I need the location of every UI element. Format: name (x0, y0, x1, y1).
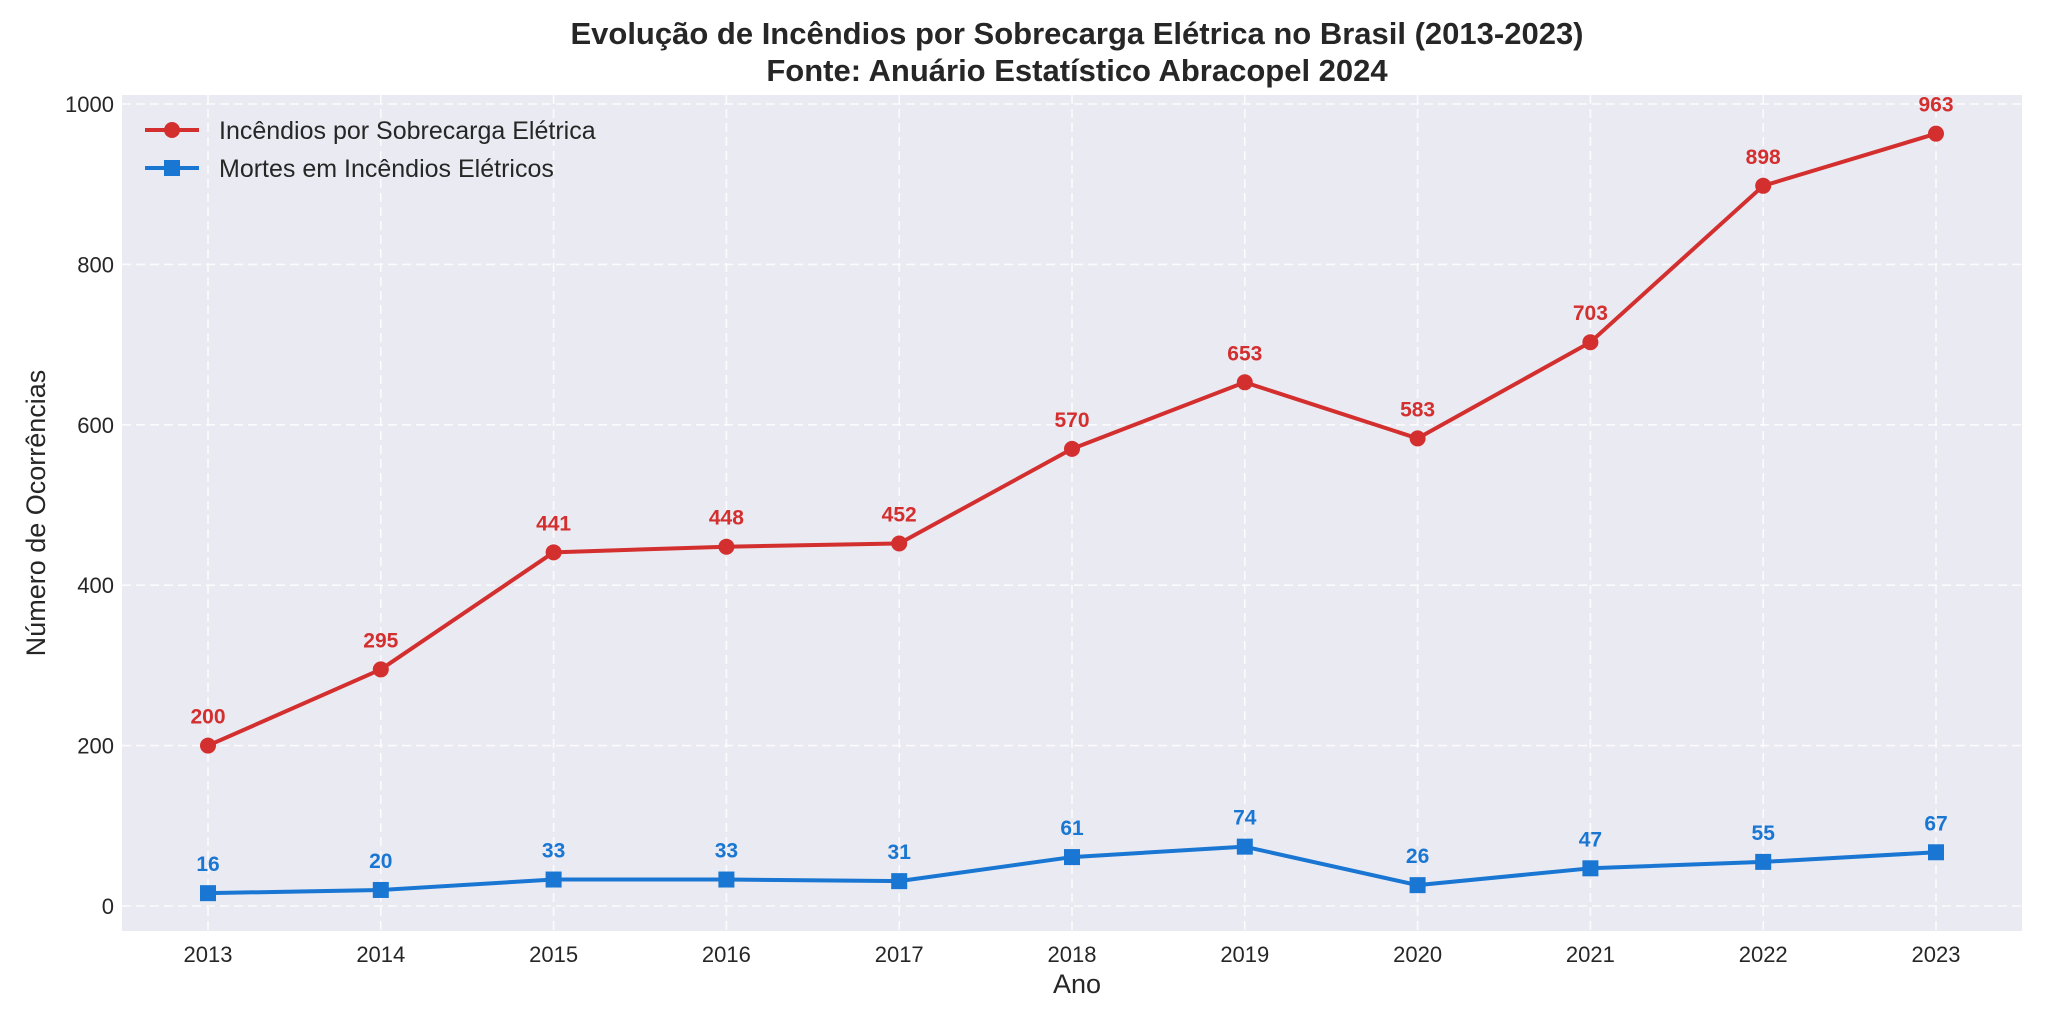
x-tick-label: 2023 (1912, 942, 1961, 967)
data-label: 67 (1924, 812, 1947, 835)
x-tick-label: 2017 (875, 942, 924, 967)
x-tick-label: 2013 (184, 942, 233, 967)
data-point[interactable] (200, 885, 216, 902)
data-label: 448 (709, 507, 744, 530)
data-label: 653 (1227, 342, 1262, 365)
legend-label-incendios: Incêndios por Sobrecarga Elétrica (219, 117, 596, 145)
data-label: 441 (536, 512, 571, 535)
data-label: 33 (542, 840, 565, 863)
x-tick-label: 2015 (529, 942, 578, 967)
data-point[interactable] (372, 661, 389, 678)
data-label: 33 (715, 840, 738, 863)
legend: Incêndios por Sobrecarga Elétrica Mortes… (145, 117, 596, 183)
y-tick-label: 400 (77, 573, 114, 598)
y-tick-label: 0 (102, 894, 114, 919)
data-label: 452 (882, 503, 917, 526)
data-point[interactable] (891, 535, 908, 552)
data-point[interactable] (545, 871, 562, 888)
square-marker-icon (164, 160, 180, 176)
y-axis-ticks: 0 200 400 600 800 1000 (65, 92, 114, 919)
grid (122, 95, 2022, 931)
data-point[interactable] (545, 544, 562, 561)
data-label: 61 (1060, 817, 1084, 840)
data-label: 55 (1752, 822, 1776, 845)
data-point[interactable] (1755, 177, 1772, 194)
data-point[interactable] (1582, 334, 1599, 351)
data-label: 47 (1579, 828, 1602, 851)
plot-area (122, 95, 2022, 931)
circle-marker-icon (164, 122, 180, 138)
y-tick-label: 200 (77, 734, 114, 759)
x-tick-label: 2016 (702, 942, 751, 967)
data-label: 16 (196, 853, 219, 876)
data-label: 295 (363, 629, 398, 652)
series-incendios: 200 295 441 448 452 570 653 583 703 898 963 (190, 94, 1954, 754)
data-label: 703 (1573, 302, 1608, 325)
x-tick-label: 2020 (1393, 942, 1442, 967)
data-label: 898 (1746, 146, 1781, 169)
data-label: 963 (1918, 94, 1953, 117)
data-point[interactable] (200, 737, 216, 754)
data-point[interactable] (372, 881, 389, 898)
legend-label-mortes: Mortes em Incêndios Elétricos (219, 155, 554, 183)
data-point[interactable] (1928, 844, 1944, 861)
x-tick-label: 2018 (1048, 942, 1097, 967)
x-axis-ticks: 2013 2014 2015 2016 2017 2018 2019 2020 2021 2022… (184, 942, 1961, 967)
legend-item-incendios[interactable]: Incêndios por Sobrecarga Elétrica (145, 117, 596, 145)
data-point[interactable] (1236, 374, 1253, 391)
data-point[interactable] (1064, 849, 1080, 866)
data-point[interactable] (1236, 838, 1253, 855)
data-label: 20 (369, 850, 392, 873)
y-tick-label: 800 (77, 252, 114, 277)
chart-subtitle: Fonte: Anuário Estatístico Abracopel 202… (766, 53, 1388, 88)
y-axis-label: Número de Ocorrências (21, 370, 51, 657)
data-point[interactable] (891, 873, 908, 890)
series-layer: 200 295 441 448 452 570 653 583 703 898 963 16 20 33 3… (190, 94, 1954, 902)
x-tick-label: 2014 (356, 942, 405, 967)
data-point[interactable] (1755, 853, 1772, 870)
data-label: 200 (190, 706, 225, 729)
series-mortes: 16 20 33 33 31 61 74 26 47 55 67 (196, 807, 1948, 902)
data-point[interactable] (718, 538, 735, 555)
data-label: 74 (1233, 807, 1257, 830)
data-point[interactable] (1928, 125, 1944, 142)
x-axis-label: Ano (1053, 969, 1101, 999)
chart-title: Evolução de Incêndios por Sobrecarga Elé… (570, 16, 1583, 51)
y-tick-label: 600 (77, 413, 114, 438)
data-point[interactable] (718, 871, 735, 888)
data-point[interactable] (1409, 430, 1426, 447)
data-point[interactable] (1064, 440, 1080, 457)
x-tick-label: 2021 (1566, 942, 1615, 967)
x-tick-label: 2022 (1739, 942, 1788, 967)
data-label: 31 (888, 841, 912, 864)
y-tick-label: 1000 (65, 92, 114, 117)
x-tick-label: 2019 (1220, 942, 1269, 967)
data-label: 26 (1406, 845, 1429, 868)
legend-item-mortes[interactable]: Mortes em Incêndios Elétricos (145, 155, 554, 183)
data-point[interactable] (1409, 877, 1426, 894)
data-label: 570 (1054, 409, 1089, 432)
data-label: 583 (1400, 398, 1435, 421)
data-point[interactable] (1582, 860, 1599, 877)
